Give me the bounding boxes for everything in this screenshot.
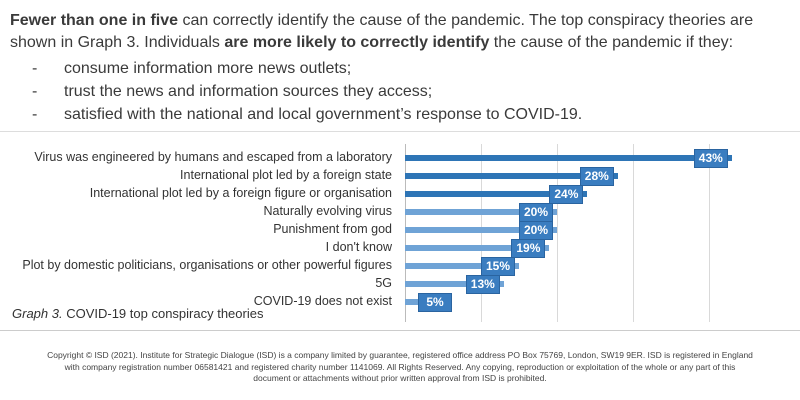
gridline — [633, 144, 634, 322]
footer-line: with company registration number 0658142… — [64, 361, 736, 372]
bar — [405, 281, 504, 287]
footer-line: document or attachments without prior wr… — [253, 373, 547, 383]
data-label: 20% — [519, 221, 553, 240]
category-label: COVID-19 does not exist — [253, 294, 392, 308]
category-label: Virus was engineered by humans and escap… — [34, 150, 392, 164]
intro-line-1: Fewer than one in five can correctly ide… — [10, 12, 753, 30]
bar — [405, 209, 557, 215]
bar — [405, 173, 618, 179]
data-label: 13% — [465, 275, 500, 294]
bullet-item: - trust the news and information sources … — [32, 83, 432, 101]
bullet-text: consume information more news outlets; — [64, 60, 352, 77]
data-label: 43% — [693, 149, 728, 168]
gridline — [557, 144, 558, 322]
bar — [405, 155, 732, 161]
bar — [405, 263, 519, 269]
data-label: 5% — [418, 293, 452, 312]
data-label: 15% — [481, 257, 515, 276]
caption-text: COVID-19 top conspiracy theories — [62, 306, 264, 321]
bullet-dash: - — [32, 83, 38, 100]
category-label: Naturally evolving virus — [263, 204, 392, 218]
caption-label: Graph 3. — [12, 306, 63, 321]
category-label: I don't know — [325, 240, 392, 254]
copyright-footer: Copyright © ISD (2021). Institute for St… — [0, 350, 800, 385]
category-label: International plot led by a foreign figu… — [89, 186, 392, 200]
data-label: 24% — [549, 185, 584, 204]
bullet-dash: - — [32, 60, 38, 77]
intro-text: the cause of the pandemic if they: — [489, 34, 734, 51]
data-label: 28% — [579, 167, 614, 186]
category-label: 5G — [375, 276, 392, 290]
bullet-text: trust the news and information sources t… — [64, 83, 433, 100]
conspiracy-bar-chart: Graph 3. COVID-19 top conspiracy theorie… — [0, 131, 800, 331]
data-label: 19% — [511, 239, 546, 258]
bullet-text: satisfied with the national and local go… — [64, 106, 583, 123]
intro-bold: are more likely to correctly identify — [224, 34, 490, 51]
footer-line: Copyright © ISD (2021). Institute for St… — [47, 350, 753, 360]
chart-caption: Graph 3. COVID-19 top conspiracy theorie… — [12, 306, 263, 321]
category-label: International plot led by a foreign stat… — [180, 168, 392, 182]
intro-line-2: shown in Graph 3. Individuals are more l… — [10, 34, 733, 52]
gridline — [709, 144, 710, 322]
category-label: Punishment from god — [273, 222, 392, 236]
y-axis-line — [405, 144, 406, 322]
bar — [405, 227, 557, 233]
intro-text: can correctly identify the cause of the … — [178, 12, 754, 29]
intro-text: shown in Graph 3. Individuals — [10, 34, 225, 51]
bar — [405, 191, 588, 197]
bar — [405, 245, 550, 251]
intro-bold: Fewer than one in five — [10, 12, 179, 29]
gridline — [481, 144, 482, 322]
bullet-item: - consume information more news outlets; — [32, 60, 351, 78]
bullet-dash: - — [32, 106, 38, 123]
data-label: 20% — [519, 203, 553, 222]
category-label: Plot by domestic politicians, organisati… — [22, 258, 392, 272]
bullet-item: - satisfied with the national and local g… — [32, 106, 582, 124]
